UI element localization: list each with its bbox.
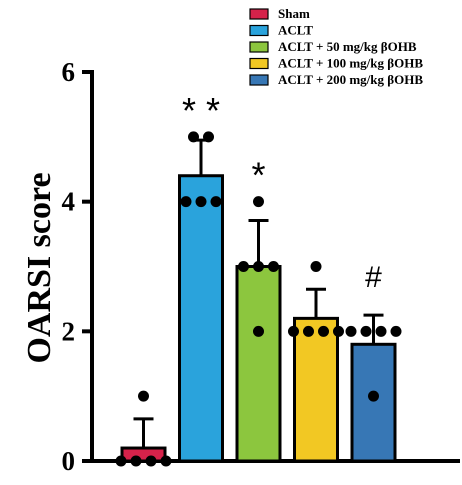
data-point: [253, 261, 264, 272]
data-point: [268, 261, 279, 272]
legend-swatch: [249, 74, 269, 86]
y-tick-label: 6: [62, 57, 76, 87]
significance-label: #: [365, 261, 382, 294]
data-point: [195, 196, 207, 208]
data-point: [115, 455, 127, 467]
y-tick-label: 4: [62, 187, 76, 217]
legend-swatch: [249, 41, 269, 53]
bar: [350, 342, 397, 463]
data-point: [318, 325, 329, 337]
data-point: [310, 261, 322, 272]
bar: [178, 174, 224, 463]
significance-marks: * * * #: [182, 90, 382, 294]
legend-swatch: [249, 24, 269, 37]
legend-label: ACLT + 200 mg/kg βOHB: [278, 72, 423, 87]
data-point: [288, 325, 299, 337]
y-tick-label: 2: [62, 316, 76, 346]
data-point: [203, 131, 214, 143]
legend-label: Sham: [278, 6, 310, 21]
data-point: [253, 325, 264, 337]
y-tick-label: 0: [62, 446, 76, 476]
legend-label: ACLT + 100 mg/kg βOHB: [278, 56, 423, 71]
data-point: [303, 325, 314, 337]
data-point: [333, 325, 344, 337]
bar: [120, 446, 167, 463]
significance-label: *: [251, 155, 265, 196]
data-point: [238, 261, 249, 272]
data-point: [138, 390, 149, 402]
bar: [235, 265, 282, 463]
data-point: [390, 325, 402, 337]
legend-label: ACLT: [278, 23, 313, 38]
bar: [293, 316, 339, 463]
data-point: [130, 455, 142, 467]
legend-swatch: [249, 57, 269, 70]
data-point: [160, 455, 172, 467]
data-point: [345, 325, 357, 337]
data-point: [145, 455, 157, 467]
data-point: [368, 390, 379, 402]
data-point: [180, 196, 192, 208]
data-point: [360, 325, 372, 337]
data-points: [115, 131, 402, 467]
legend-label: ACLT + 50 mg/kg βOHB: [278, 39, 417, 54]
y-axis-title: OARSI score: [21, 172, 58, 363]
data-point: [210, 196, 222, 208]
data-point: [375, 325, 387, 337]
data-point: [253, 196, 264, 208]
legend-swatch: [249, 8, 269, 20]
bars: [120, 174, 397, 463]
significance-label: * *: [182, 90, 220, 131]
data-point: [188, 131, 199, 143]
